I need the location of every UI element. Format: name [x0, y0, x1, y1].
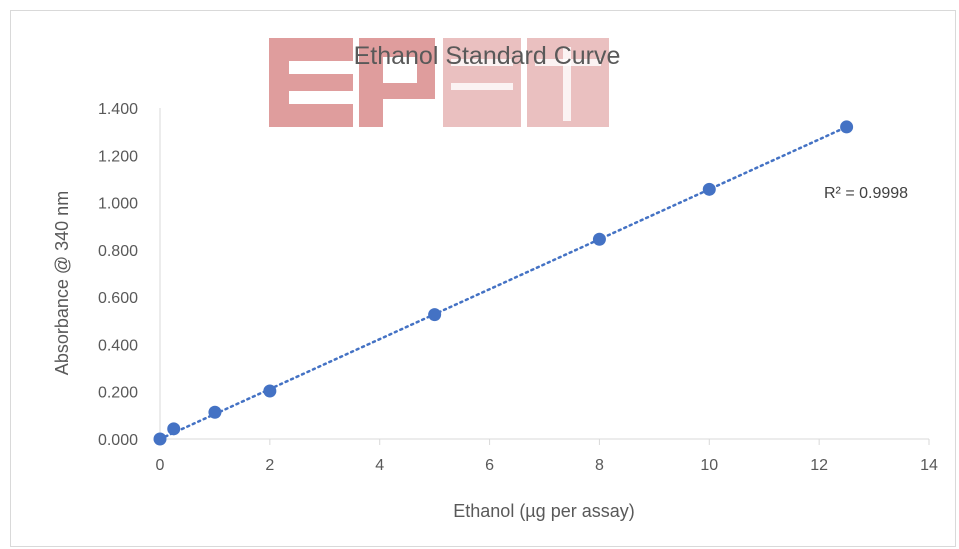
x-tick-label: 2: [265, 457, 274, 474]
x-tick-label: 8: [595, 457, 604, 474]
data-point: [428, 308, 442, 322]
data-point: [592, 232, 606, 246]
trendline-path: [158, 125, 848, 441]
y-tick-label: 0.400: [98, 337, 138, 354]
data-points: [153, 120, 854, 446]
y-axis-ticks: 0.000 0.200 0.400 0.600 0.800 1.000 1.200 1.400: [98, 101, 138, 449]
data-point: [702, 182, 716, 196]
x-tick-label: 4: [375, 457, 384, 474]
chart-area: Ethanol Standard Curve 0.000 0.200 0.400 0.…: [10, 10, 956, 547]
y-tick-label: 1.000: [98, 196, 138, 213]
data-point: [167, 422, 181, 436]
scatter-chart: Ethanol Standard Curve 0.0000.2000.4000.…: [52, 38, 938, 521]
x-tick-label: 0: [156, 457, 165, 474]
y-tick-label: 0.000: [98, 432, 138, 449]
y-tick-label: 1.200: [98, 148, 138, 165]
axes: [159, 108, 929, 440]
data-point: [263, 384, 277, 398]
y-tick-label: 1.400: [98, 101, 138, 118]
data-point: [153, 432, 167, 446]
x-tick-label: 6: [485, 457, 494, 474]
chart-title: Ethanol Standard Curve: [354, 42, 621, 70]
x-axis-ticks: 0 2 4 6 8 10 12 14: [156, 439, 938, 474]
y-tick-label: 0.200: [98, 385, 138, 402]
y-tick-label: 0.800: [98, 243, 138, 260]
x-tick-label: 14: [920, 457, 938, 474]
data-point: [208, 405, 222, 419]
data-point: [840, 120, 854, 134]
y-axis-title: Absorbance @ 340 nm: [52, 191, 72, 375]
watermark-logo: [269, 38, 609, 127]
x-tick-label: 10: [700, 457, 718, 474]
r-squared-label: R² = 0.9998: [824, 185, 908, 202]
trendline: [158, 125, 848, 441]
x-axis-title: Ethanol (µg per assay): [453, 501, 634, 521]
y-tick-label: 0.600: [98, 290, 138, 307]
x-tick-label: 12: [810, 457, 828, 474]
